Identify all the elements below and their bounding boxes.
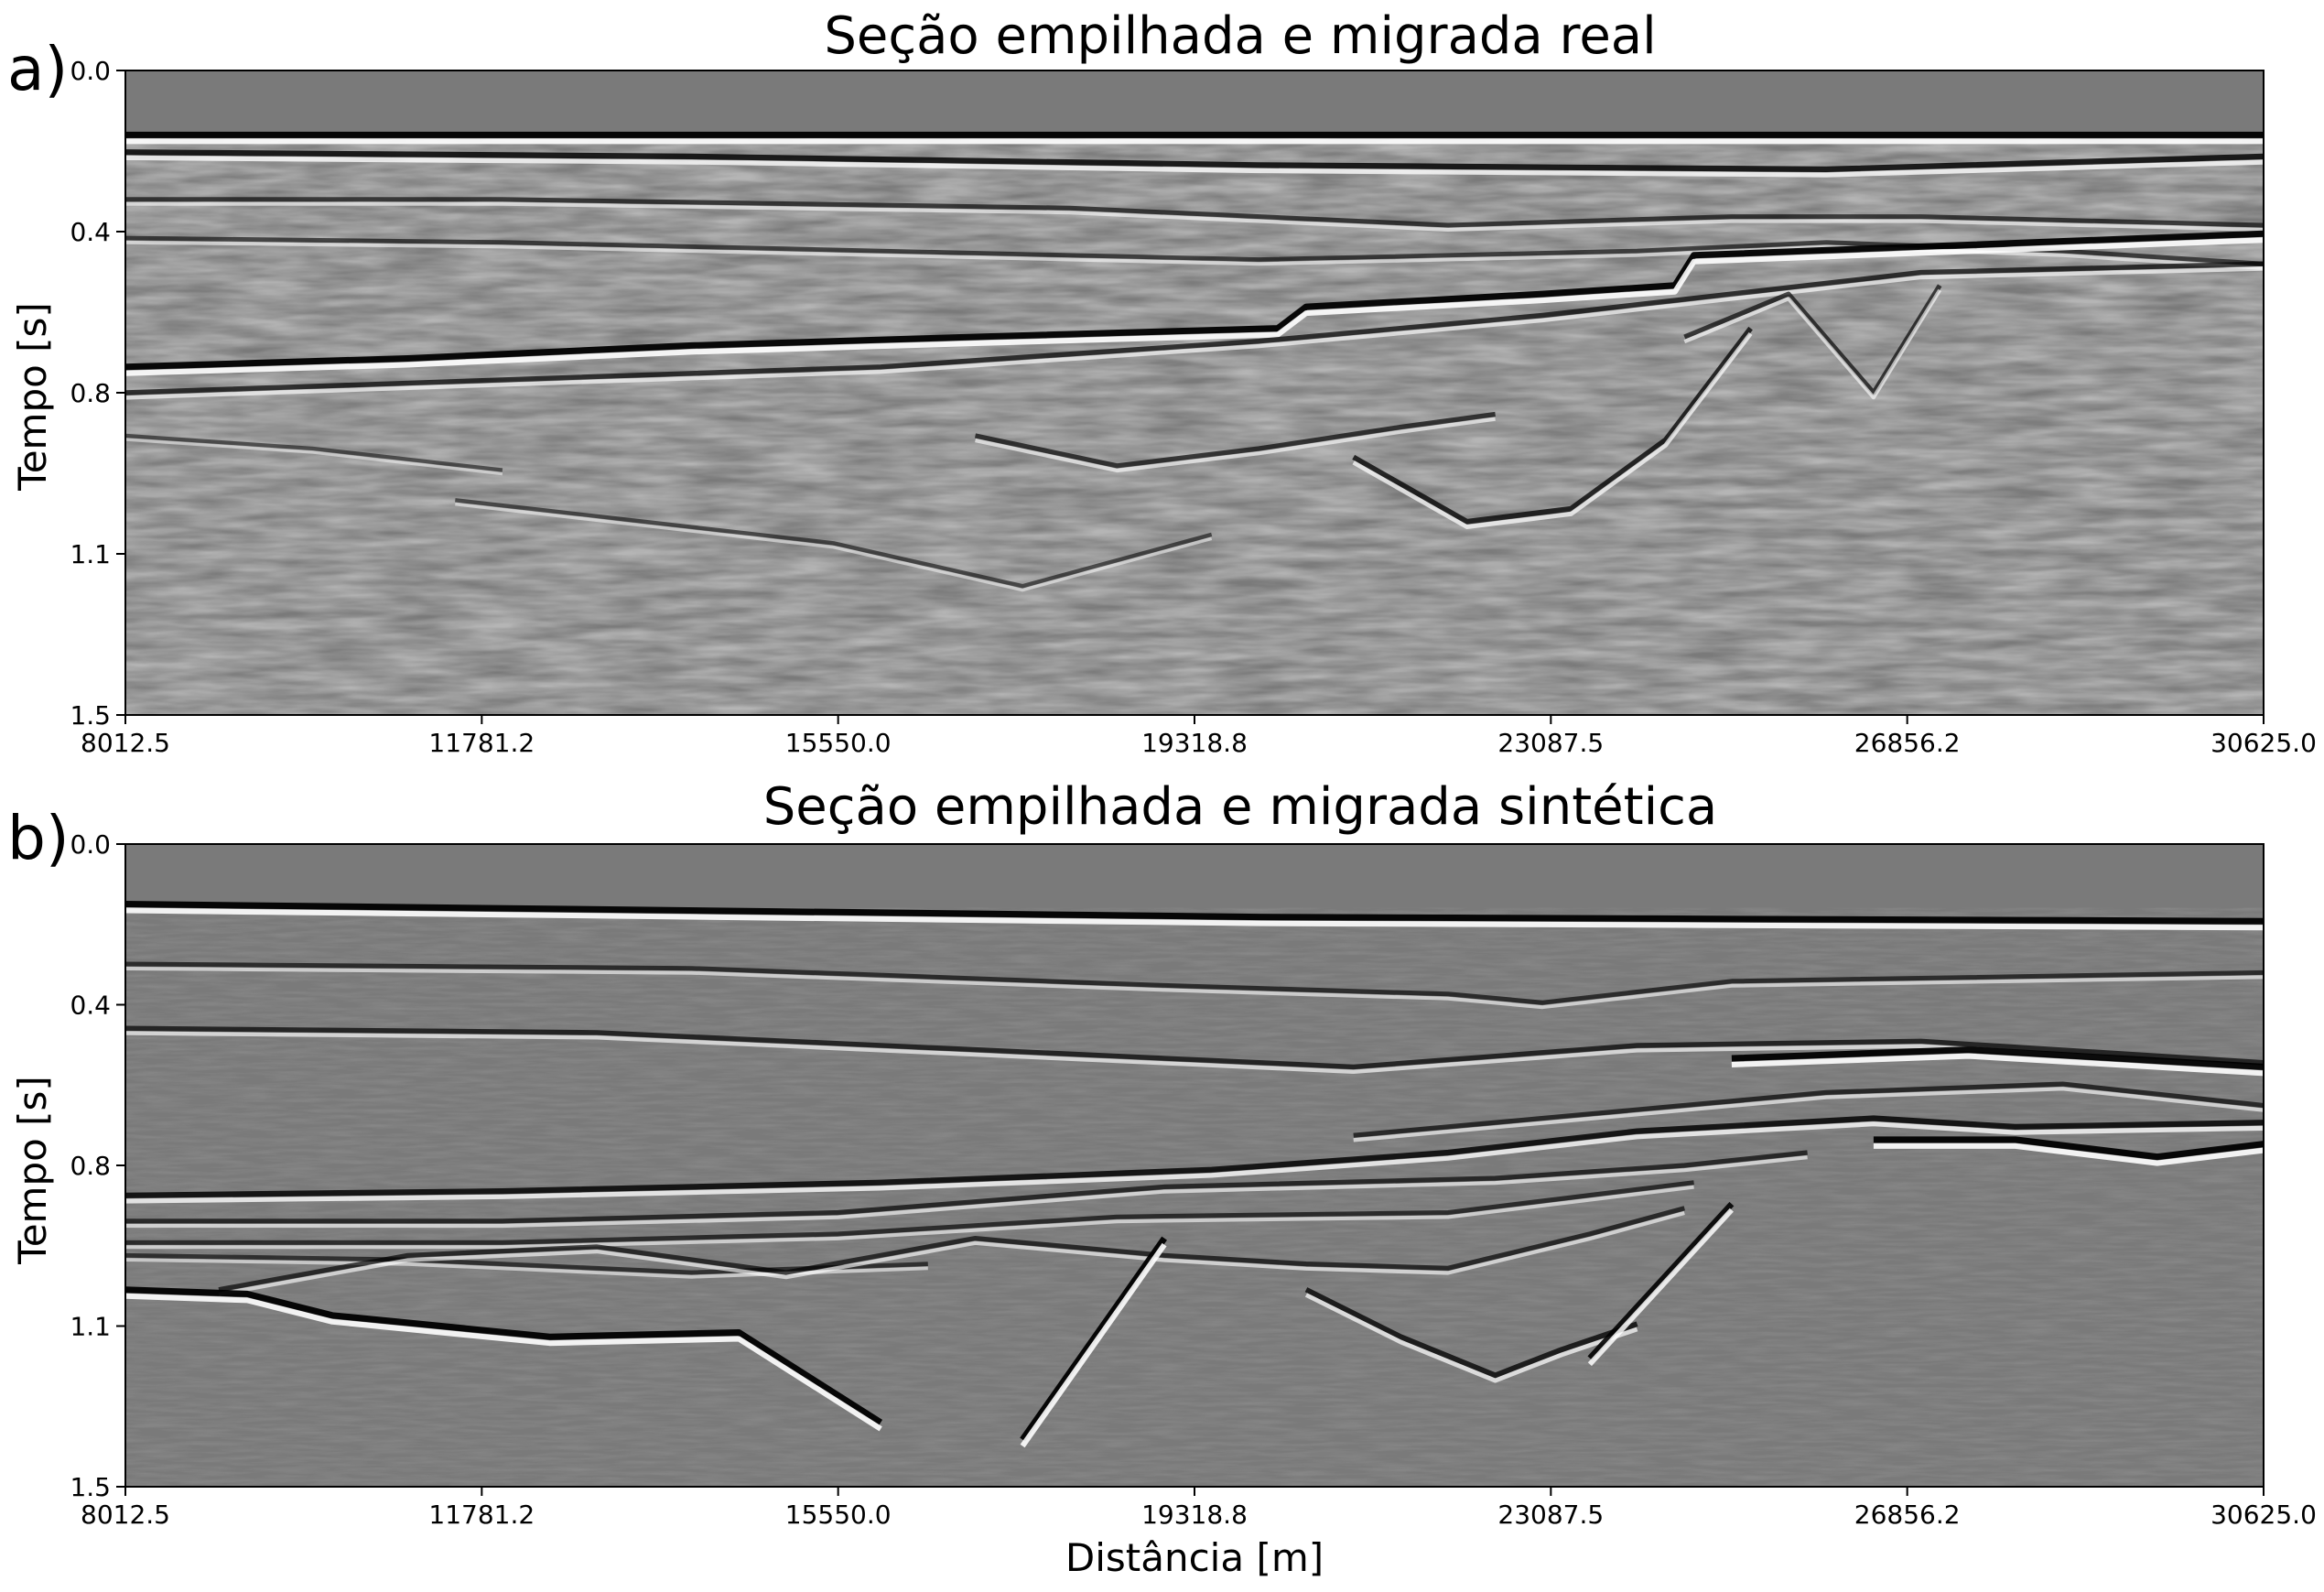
- y-tick-label: 0.8: [70, 378, 111, 408]
- x-tick-label: 26856.2: [1854, 1500, 1961, 1530]
- y-tick-label: 1.1: [70, 1312, 111, 1342]
- x-tick-label: 26856.2: [1854, 728, 1961, 758]
- x-tick-label: 15550.0: [785, 728, 892, 758]
- y-tick-label: 0.0: [70, 829, 111, 860]
- x-tick-label: 11781.2: [428, 1500, 535, 1530]
- panel-b: b) Seção empilhada e migrada sintética T…: [7, 777, 2317, 1580]
- x-tick-label: 19318.8: [1141, 1500, 1248, 1530]
- chart-title: Seção empilhada e migrada real: [824, 6, 1656, 66]
- seismic-image-synthetic: [125, 844, 2264, 1487]
- noise-texture: [125, 138, 2264, 715]
- chart-title: Seção empilhada e migrada sintética: [763, 777, 1717, 837]
- x-tick-label: 30625.0: [2211, 728, 2317, 758]
- panel-label: a): [7, 34, 68, 104]
- y-tick-label: 0.8: [70, 1151, 111, 1181]
- x-tick-label: 30625.0: [2211, 1500, 2317, 1530]
- reflector: [125, 135, 2264, 141]
- x-tick-label: 15550.0: [785, 1500, 892, 1530]
- x-axis-label: Distância [m]: [1065, 1535, 1324, 1580]
- y-axis-label: Tempo [s]: [10, 1076, 55, 1265]
- y-tick-label: 1.5: [70, 1472, 111, 1502]
- x-tick-label: 23087.5: [1497, 728, 1604, 758]
- x-tick-label: 19318.8: [1141, 728, 1248, 758]
- x-tick-label: 23087.5: [1497, 1500, 1604, 1530]
- panel-a: a) Seção empilhada e migrada real Tempo …: [7, 6, 2317, 758]
- x-tick-label: 8012.5: [81, 1500, 170, 1530]
- x-tick-label: 11781.2: [428, 728, 535, 758]
- y-tick-label: 0.4: [70, 991, 111, 1021]
- y-tick-label: 0.4: [70, 217, 111, 247]
- y-tick-label: 0.0: [70, 56, 111, 86]
- x-tick-label: 8012.5: [81, 728, 170, 758]
- panel-label: b): [7, 803, 70, 873]
- y-tick-label: 1.1: [70, 539, 111, 569]
- y-axis-label: Tempo [s]: [10, 302, 55, 492]
- y-tick-label: 1.5: [70, 700, 111, 731]
- seismic-image-real: [125, 70, 2264, 715]
